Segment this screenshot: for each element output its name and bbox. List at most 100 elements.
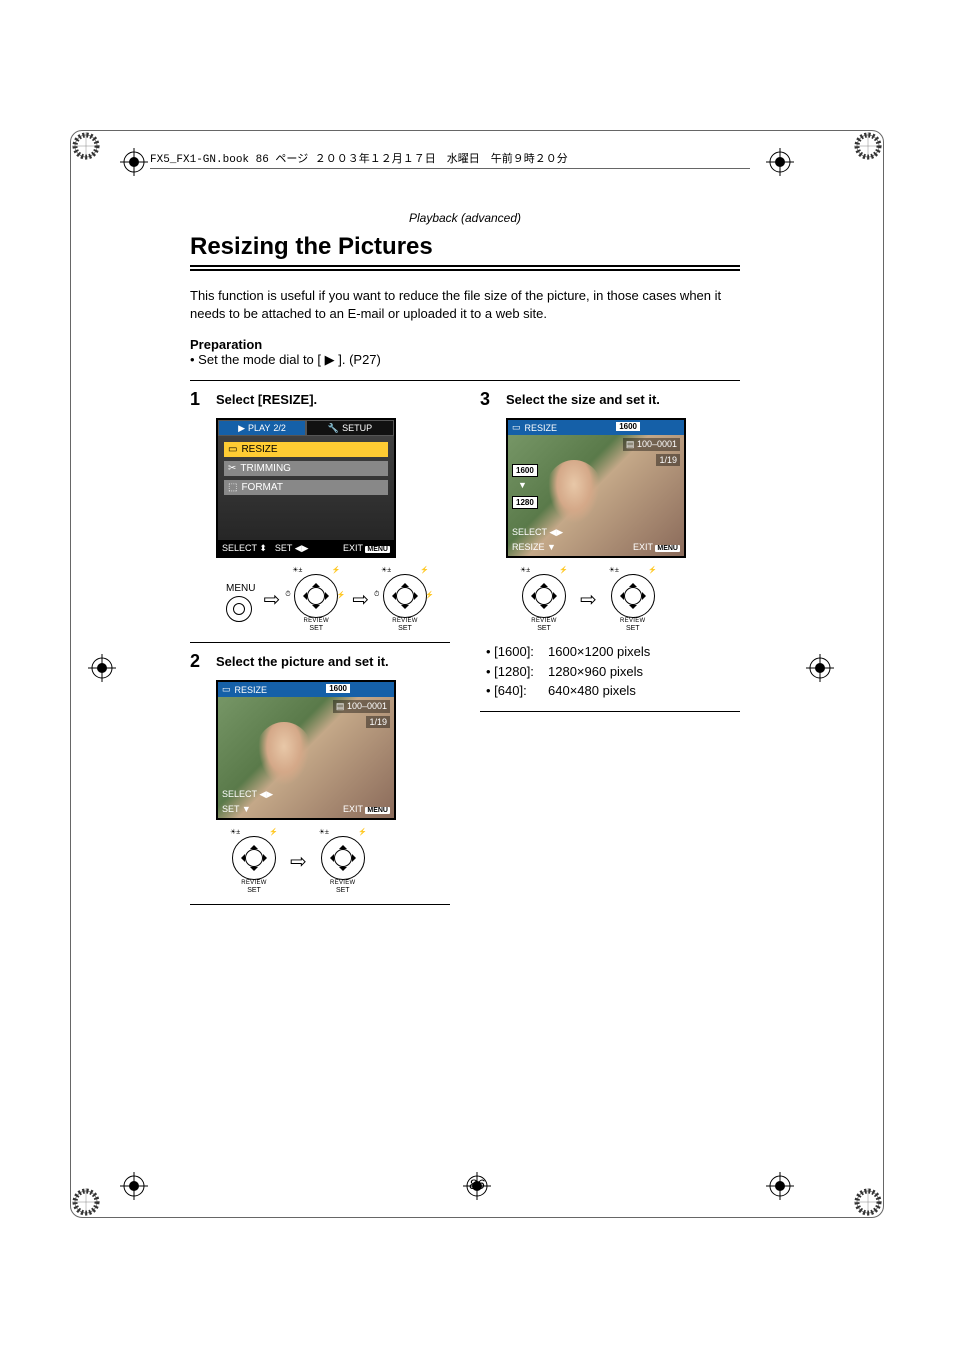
preparation-heading: Preparation: [190, 337, 740, 352]
crop-mark-icon: [72, 132, 100, 160]
size-list: • [1600]: 1600×1200 pixels • [1280]: 128…: [486, 642, 740, 701]
arrow-right-icon: ⇨: [580, 587, 597, 612]
page-content: FX5_FX1-GN.book 86 ページ ２００３年１２月１７日 水曜日 午…: [190, 150, 740, 913]
play-icon: ▶: [238, 423, 245, 434]
resize-icon: ▭: [512, 422, 521, 433]
dpad-top-left-icon: ☀±: [319, 828, 329, 836]
divider: [480, 711, 740, 712]
lcd-select-label: SELECT: [222, 543, 257, 553]
menu-badge: MENU: [365, 546, 390, 553]
step-3-figure: ▭ RESIZE 1600 ▤ 100–0001 1/19 1600 ▼ 128…: [506, 418, 740, 632]
page-number: 86: [0, 1176, 954, 1192]
lcd-select-indicator: SELECT ◀▶: [512, 527, 563, 538]
size-option-1600: 1600: [512, 464, 538, 477]
dpad-right-icon: ⚡: [425, 591, 434, 599]
dpad-review-label: REVIEW: [226, 880, 282, 886]
lcd-exit-indicator: EXIT MENU: [633, 542, 680, 552]
step-1-figure: ▶ PLAY 2/2 🔧 SETUP ▭ RESIZE: [216, 418, 450, 632]
step-number: 2: [190, 651, 206, 672]
crosshair-icon: [766, 148, 794, 176]
crop-mark-icon: [854, 132, 882, 160]
dpad-diagram: ☀± ⚡ REVIEW SET: [605, 566, 661, 632]
menu-item-trimming: ✂ TRIMMING: [224, 461, 388, 476]
size-badge: 1600: [326, 684, 350, 693]
dpad-diagram: ☀± ⚡ REVIEW SET: [226, 828, 282, 894]
menu-trimming-label: TRIMMING: [240, 463, 291, 474]
scissors-icon: ✂: [228, 463, 236, 474]
resize-icon: ▭: [228, 444, 237, 455]
crosshair-icon: [806, 654, 834, 682]
dpad-set-label: SET: [226, 887, 282, 894]
tab-play-page: 2/2: [273, 423, 286, 433]
step-number: 1: [190, 389, 206, 410]
size-row-1600: • [1600]: 1600×1200 pixels: [486, 642, 740, 662]
size-row-1280: • [1280]: 1280×960 pixels: [486, 662, 740, 682]
menu-button-icon: [226, 596, 252, 622]
size-row-640: • [640]: 640×480 pixels: [486, 681, 740, 701]
lcd-tab-play: ▶ PLAY 2/2: [218, 420, 306, 436]
dpad-diagram: ☀± ⚡ REVIEW SET: [516, 566, 572, 632]
book-header-line: FX5_FX1-GN.book 86 ページ ２００３年１２月１７日 水曜日 午…: [150, 150, 750, 169]
menu-item-resize: ▭ RESIZE: [224, 442, 388, 457]
crosshair-icon: [120, 148, 148, 176]
lcd-photo-screen: ▭ RESIZE 1600 ▤ 100–0001 1/19 1600 ▼ 128…: [506, 418, 686, 558]
dpad-diagram: ☀± ⚡ REVIEW SET: [315, 828, 371, 894]
tab-play-label: PLAY: [248, 423, 270, 433]
dpad-top-right-icon: ⚡: [648, 566, 657, 574]
dpad-review-label: REVIEW: [605, 618, 661, 624]
step-1: 1 Select [RESIZE].: [190, 389, 450, 410]
dpad-review-label: REVIEW: [377, 618, 433, 624]
dpad-top-left-icon: ☀±: [292, 566, 302, 574]
dpad-top-left-icon: ☀±: [520, 566, 530, 574]
dpad-top-right-icon: ⚡: [358, 828, 367, 836]
page-title: Resizing the Pictures: [190, 233, 740, 261]
divider: [190, 904, 450, 905]
arrow-right-icon: ⇨: [290, 849, 307, 874]
size-badge: 1600: [616, 422, 640, 431]
lcd-select-indicator: SELECT ◀▶: [222, 789, 273, 800]
wrench-icon: 🔧: [328, 423, 339, 434]
lcd-resize-indicator: RESIZE ▼: [512, 542, 556, 552]
dpad-top-right-icon: ⚡: [420, 566, 429, 574]
dpad-review-label: REVIEW: [288, 618, 344, 624]
dpad-set-label: SET: [605, 625, 661, 632]
image-counter: 1/19: [366, 716, 390, 728]
dpad-set-label: SET: [315, 887, 371, 894]
dpad-left-icon: ⏱: [374, 591, 379, 599]
image-counter: 1/19: [656, 454, 680, 466]
step-2-figure: ▭ RESIZE 1600 ▤ 100–0001 1/19 SELECT ◀▶ …: [216, 680, 450, 894]
folder-number: ▤ 100–0001: [333, 700, 390, 713]
size-option-1280: 1280: [512, 496, 538, 509]
step-number: 3: [480, 389, 496, 410]
dpad-top-left-icon: ☀±: [230, 828, 240, 836]
dpad-set-label: SET: [288, 625, 344, 632]
lcd-tab-setup: 🔧 SETUP: [306, 420, 394, 436]
step-text: Select the picture and set it.: [216, 651, 389, 672]
intro-text: This function is useful if you want to r…: [190, 287, 740, 323]
menu-format-label: FORMAT: [241, 482, 282, 493]
dpad-top-left-icon: ☀±: [381, 566, 391, 574]
menu-label: MENU: [226, 583, 255, 594]
size-value: 1600×1200 pixels: [548, 642, 650, 662]
dpad-set-label: SET: [516, 625, 572, 632]
dpad-top-left-icon: ☀±: [609, 566, 619, 574]
photo-placeholder: [254, 722, 314, 792]
size-label: • [1600]:: [486, 642, 548, 662]
dpad-top-right-icon: ⚡: [559, 566, 568, 574]
folder-number: ▤ 100–0001: [623, 438, 680, 451]
arrow-right-icon: ⇨: [352, 587, 369, 612]
dpad-diagram: ☀± ⚡ ⏱ ⚡ REVIEW SET: [288, 566, 344, 632]
preparation-line: • Set the mode dial to [ ▶ ]. (P27): [190, 352, 740, 368]
crop-mark-icon: [854, 1188, 882, 1216]
photo-placeholder: [544, 460, 604, 530]
dpad-review-label: REVIEW: [315, 880, 371, 886]
lcd-set-label: SET: [275, 543, 292, 553]
chevron-down-icon: ▼: [518, 480, 527, 490]
crop-mark-icon: [72, 1188, 100, 1216]
resize-icon: ▭: [222, 684, 231, 695]
menu-resize-label: RESIZE: [241, 444, 277, 455]
divider: [190, 380, 740, 381]
section-label: Playback (advanced): [190, 211, 740, 225]
lcd-menu-screen: ▶ PLAY 2/2 🔧 SETUP ▭ RESIZE: [216, 418, 396, 558]
size-label: • [640]:: [486, 681, 548, 701]
